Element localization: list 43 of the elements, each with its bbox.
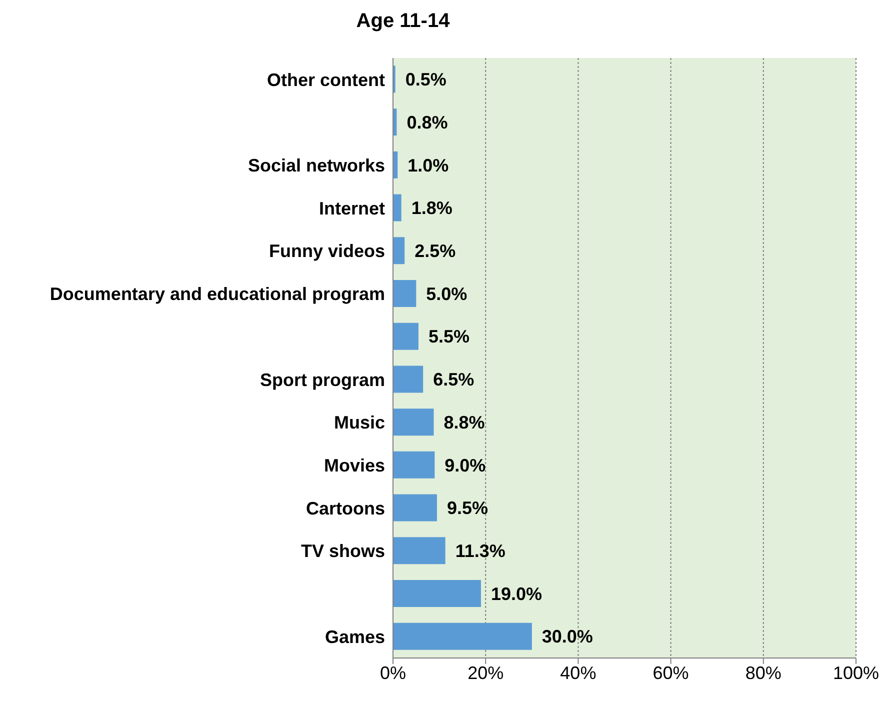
data-label: 8.8%	[444, 412, 485, 432]
data-label: 5.0%	[426, 284, 468, 304]
y-tick-label: Sport program	[260, 370, 385, 390]
y-tick-label: Music	[334, 412, 385, 433]
y-tick-label: Internet	[318, 198, 385, 218]
bar	[393, 237, 405, 264]
bar	[393, 537, 446, 564]
x-tick-label: 80%	[745, 662, 782, 683]
y-tick-label: Social networks	[248, 156, 385, 176]
y-tick-label: Cartoons	[306, 498, 385, 518]
bar	[393, 366, 424, 393]
bar	[393, 622, 532, 650]
x-tick-label: 40%	[560, 662, 596, 683]
data-label: 9.5%	[446, 498, 488, 518]
data-label: 0.8%	[406, 112, 448, 132]
bar	[393, 494, 437, 522]
bar	[393, 580, 481, 607]
data-label: 11.3%	[455, 541, 506, 562]
x-tick-label: 0%	[380, 662, 406, 683]
bar	[393, 408, 434, 436]
data-label: 0.5%	[405, 70, 446, 90]
y-tick-label: Funny videos	[268, 241, 385, 262]
x-tick-label: 60%	[652, 662, 689, 683]
y-tick-label: Other content	[266, 70, 385, 90]
data-label: 30.0%	[542, 626, 593, 647]
y-tick-label: TV shows	[300, 541, 385, 562]
data-label: 9.0%	[444, 455, 486, 476]
y-tick-label: Documentary and educational program	[50, 284, 385, 304]
data-label: 1.8%	[411, 198, 452, 218]
y-tick-label: Games	[324, 626, 385, 647]
data-label: 2.5%	[414, 241, 456, 262]
y-tick-label: Movies	[324, 456, 385, 476]
chart-title: Age 11-14	[355, 10, 451, 33]
bar	[393, 280, 416, 307]
x-tick-label: 20%	[468, 662, 504, 683]
data-label: 6.5%	[433, 370, 474, 390]
data-label: 1.0%	[408, 155, 449, 176]
x-tick-label: 100%	[832, 662, 880, 683]
bar	[393, 451, 435, 478]
data-label: 5.5%	[428, 326, 470, 347]
bar	[393, 322, 418, 350]
data-label: 19.0%	[490, 584, 542, 604]
bar	[393, 194, 402, 222]
